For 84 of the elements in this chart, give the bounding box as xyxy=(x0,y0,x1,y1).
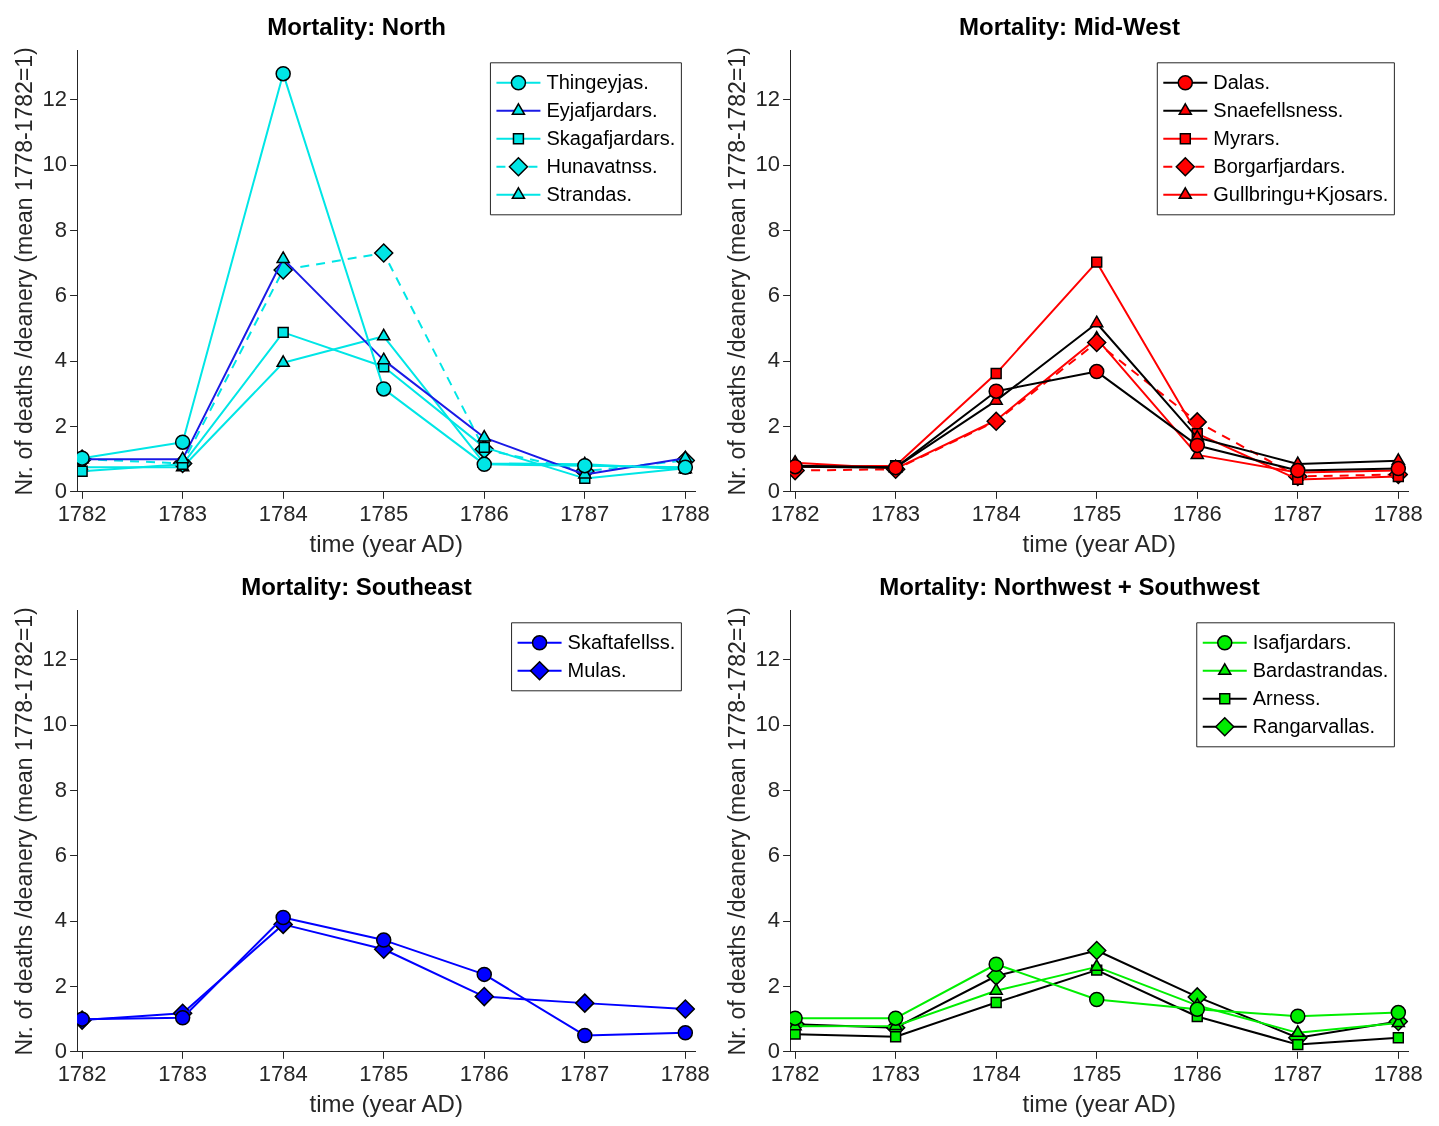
y-tick-label: 2 xyxy=(54,412,68,438)
legend-label: Myrars. xyxy=(1213,127,1280,150)
y-tick-label: 10 xyxy=(755,711,781,737)
y-tick-label: 8 xyxy=(54,216,68,242)
legend-label: Dalas. xyxy=(1213,71,1270,94)
x-tick-label: 1785 xyxy=(1072,501,1122,527)
chart-title: Mortality: Southeast xyxy=(241,573,472,601)
x-tick-label: 1785 xyxy=(359,501,409,527)
x-tick-label: 1784 xyxy=(971,1061,1021,1087)
x-tick-label: 1787 xyxy=(560,1061,610,1087)
y-tick-label: 8 xyxy=(767,216,781,242)
x-tick-label: 1787 xyxy=(1273,1061,1323,1087)
legend-label: Skaftafellss. xyxy=(567,631,676,654)
legend-label: Arness. xyxy=(1252,687,1321,710)
y-tick-label: 12 xyxy=(42,645,68,671)
x-axis-title: time (year AD) xyxy=(309,1090,463,1118)
y-tick-label: 4 xyxy=(54,907,68,933)
x-tick-label: 1783 xyxy=(871,501,921,527)
x-tick-label: 1787 xyxy=(1273,501,1323,527)
x-axis-title: time (year AD) xyxy=(309,530,463,558)
y-tick-label: 2 xyxy=(54,972,68,998)
y-tick-label: 6 xyxy=(767,281,781,307)
legend-label: Gullbringu+Kjosars. xyxy=(1213,183,1389,206)
y-tick-label: 0 xyxy=(767,477,781,503)
legend-label: Snaefellsness. xyxy=(1213,99,1344,122)
y-tick-label: 10 xyxy=(42,151,68,177)
x-tick-label: 1785 xyxy=(359,1061,409,1087)
y-axis-title: Nr. of deaths /deanery (mean 1778-1782=1) xyxy=(724,607,751,1056)
x-tick-label: 1783 xyxy=(158,501,208,527)
legend-label: Eyjafjardars. xyxy=(546,99,658,122)
x-axis-title: time (year AD) xyxy=(1022,1090,1176,1118)
y-tick-label: 4 xyxy=(767,907,781,933)
x-tick-label: 1786 xyxy=(1172,1061,1222,1087)
y-tick-label: 12 xyxy=(42,85,68,111)
y-tick-label: 6 xyxy=(54,281,68,307)
legend-label: Borgarfjardars. xyxy=(1213,155,1346,178)
legend-label: Mulas. xyxy=(567,659,627,682)
y-tick-label: 10 xyxy=(755,151,781,177)
x-tick-label: 1787 xyxy=(560,501,610,527)
x-tick-label: 1782 xyxy=(57,501,107,527)
x-tick-label: 1786 xyxy=(459,501,509,527)
chart-title: Mortality: North xyxy=(267,13,446,41)
chart-title: Mortality: Northwest + Southwest xyxy=(879,573,1260,601)
legend-label: Thingeyjas. xyxy=(546,71,649,94)
legend-label: Strandas. xyxy=(546,183,633,206)
x-tick-label: 1783 xyxy=(871,1061,921,1087)
x-tick-label: 1783 xyxy=(158,1061,208,1087)
legend-label: Rangarvallas. xyxy=(1252,715,1376,738)
x-tick-label: 1782 xyxy=(57,1061,107,1087)
y-tick-label: 6 xyxy=(54,841,68,867)
y-tick-label: 4 xyxy=(767,347,781,373)
x-axis-title: time (year AD) xyxy=(1022,530,1176,558)
y-tick-label: 2 xyxy=(767,972,781,998)
x-tick-label: 1782 xyxy=(770,501,820,527)
y-tick-label: 12 xyxy=(755,85,781,111)
x-tick-label: 1782 xyxy=(770,1061,820,1087)
y-tick-label: 2 xyxy=(767,412,781,438)
y-tick-label: 10 xyxy=(42,711,68,737)
y-tick-label: 8 xyxy=(54,776,68,802)
x-tick-label: 1786 xyxy=(1172,501,1222,527)
y-tick-label: 8 xyxy=(767,776,781,802)
x-tick-label: 1786 xyxy=(459,1061,509,1087)
x-tick-label: 1784 xyxy=(258,501,308,527)
x-tick-label: 1785 xyxy=(1072,1061,1122,1087)
legend-label: Skagafjardars. xyxy=(546,127,676,150)
x-tick-label: 1788 xyxy=(1373,1061,1423,1087)
x-tick-label: 1788 xyxy=(660,1061,710,1087)
chart-title: Mortality: Mid-West xyxy=(959,13,1180,41)
legend-label: Bardastrandas. xyxy=(1252,659,1389,682)
y-tick-label: 4 xyxy=(54,347,68,373)
y-tick-label: 0 xyxy=(54,1037,68,1063)
x-tick-label: 1788 xyxy=(660,501,710,527)
y-axis-title: Nr. of deaths /deanery (mean 1778-1782=1) xyxy=(11,607,38,1056)
legend-label: Hunavatnss. xyxy=(546,155,658,178)
y-tick-label: 12 xyxy=(755,645,781,671)
y-tick-label: 0 xyxy=(54,477,68,503)
x-tick-label: 1784 xyxy=(971,501,1021,527)
y-tick-label: 6 xyxy=(767,841,781,867)
legend-label: Isafjardars. xyxy=(1252,631,1352,654)
y-axis-title: Nr. of deaths /deanery (mean 1778-1782=1) xyxy=(11,47,38,496)
x-tick-label: 1784 xyxy=(258,1061,308,1087)
y-tick-label: 0 xyxy=(767,1037,781,1063)
y-axis-title: Nr. of deaths /deanery (mean 1778-1782=1) xyxy=(724,47,751,496)
x-tick-label: 1788 xyxy=(1373,501,1423,527)
